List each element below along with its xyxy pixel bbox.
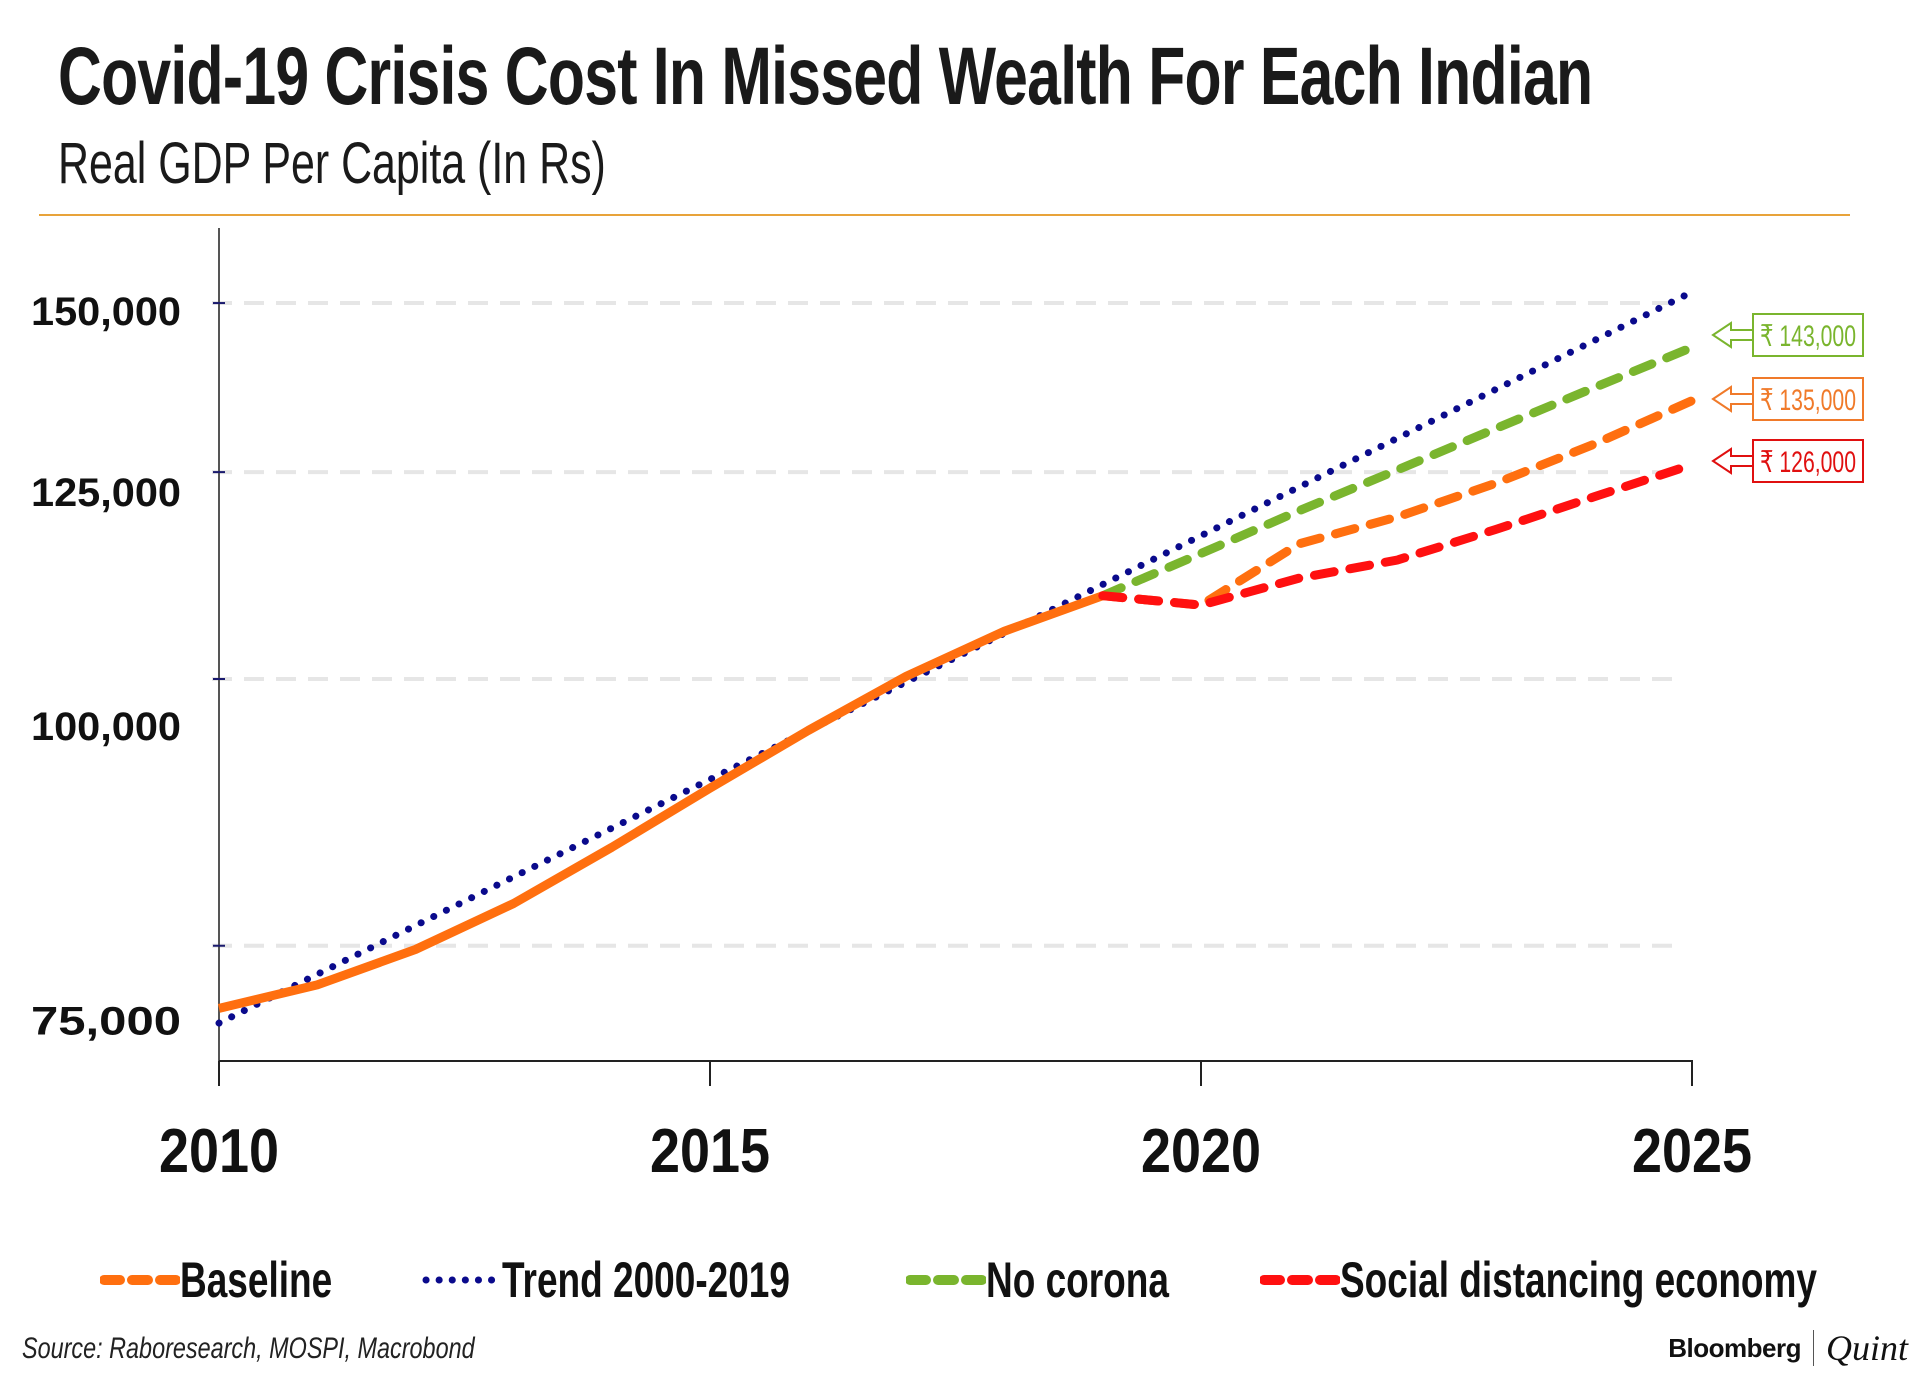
axes (218, 228, 1693, 1086)
callout-arrow-icon (1711, 385, 1754, 413)
data-point-baseline (413, 947, 417, 951)
data-point-social-distancing (1592, 495, 1596, 499)
brand-separator (1812, 1330, 1814, 1366)
data-point-social-distancing (1101, 594, 1105, 598)
data-point-no-corona (1395, 468, 1399, 472)
x-tick-label: 2015 (650, 1117, 770, 1186)
brand-bloomberg: Bloomberg (1668, 1332, 1801, 1363)
series-group (215, 288, 1697, 1027)
data-point-trend (217, 1021, 221, 1025)
data-point-baseline (1592, 442, 1596, 446)
legend-label-social-distancing: Social distancing economy (1340, 1252, 1818, 1308)
legend-label-no-corona: No corona (986, 1252, 1169, 1308)
data-point-baseline (512, 901, 516, 905)
data-point-baseline (708, 786, 712, 790)
gridlines (212, 301, 1680, 948)
legend-label-trend: Trend 2000-2019 (502, 1252, 790, 1308)
legend-swatch-trend (422, 1276, 502, 1284)
chart-subtitle: Real GDP Per Capita (In Rs) (58, 131, 606, 196)
callout-label: ₹ 135,000 (1760, 384, 1856, 417)
callout-no-corona: ₹ 143,000 (1711, 313, 1864, 357)
y-tick-label: 100,000 (31, 705, 181, 749)
legend-swatch-social-distancing (1260, 1275, 1340, 1285)
data-point-baseline (1395, 515, 1399, 519)
y-ticks: 150,000 125,000 100,000 75,000 (31, 290, 225, 1044)
callout-social-distancing: ₹ 126,000 (1711, 439, 1864, 483)
brand-quint: Quint (1825, 1328, 1908, 1368)
legend: Baseline Trend 2000-2019 No corona Socia… (0, 1252, 1920, 1308)
legend-item-baseline[interactable]: Baseline (100, 1252, 386, 1308)
legend-label-baseline: Baseline (180, 1252, 333, 1308)
callout-label: ₹ 143,000 (1760, 320, 1856, 353)
data-point-baseline (217, 1006, 221, 1010)
x-tick-label: 2020 (1141, 1117, 1261, 1186)
y-tick-label: 125,000 (31, 471, 181, 515)
data-point-baseline (1690, 399, 1694, 403)
series-line-baseline-actual (217, 591, 1105, 1013)
callouts: ₹ 143,000 ₹ 135,000 ₹ 126,000 (1711, 313, 1864, 483)
data-point-social-distancing (1199, 603, 1203, 607)
legend-swatch-baseline (100, 1275, 180, 1285)
x-ticks: 2010 2015 2020 2025 (159, 1061, 1752, 1186)
chart-title: Covid-19 Crisis Cost In Missed Wealth Fo… (58, 31, 1593, 122)
data-point-baseline (1494, 481, 1498, 485)
callout-arrow-icon (1711, 321, 1754, 349)
data-point-baseline (610, 845, 614, 849)
data-point-baseline (1003, 629, 1007, 633)
y-tick-label: 75,000 (31, 1000, 181, 1044)
x-tick-label: 2010 (159, 1117, 279, 1186)
data-point-no-corona (1592, 386, 1596, 390)
data-point-social-distancing (1690, 463, 1694, 467)
data-point-no-corona (1494, 427, 1498, 431)
data-point-baseline (1297, 542, 1301, 546)
x-tick-label: 2025 (1632, 1117, 1752, 1186)
legend-item-social-distancing[interactable]: Social distancing economy (1260, 1252, 1920, 1308)
callout-label: ₹ 126,000 (1760, 446, 1856, 479)
brand-logo: Bloomberg Quint (1668, 1328, 1908, 1368)
data-point-social-distancing (1395, 558, 1399, 562)
source-note: Source: Raboresearch, MOSPI, Macrobond (22, 1332, 475, 1365)
data-point-baseline (904, 674, 908, 678)
y-tick-label: 150,000 (31, 290, 181, 334)
data-point-trend (1690, 290, 1694, 294)
data-point-social-distancing (1494, 527, 1498, 531)
data-point-baseline (806, 728, 810, 732)
data-point-no-corona (1199, 551, 1203, 555)
legend-item-no-corona[interactable]: No corona (906, 1252, 1233, 1308)
series-line-baseline-forecast (1098, 396, 1697, 610)
data-point-social-distancing (1297, 576, 1301, 580)
legend-swatch-no-corona (906, 1275, 986, 1285)
callout-box (1752, 439, 1864, 483)
callout-box (1752, 377, 1864, 421)
callout-arrow-icon (1711, 447, 1754, 475)
callout-baseline: ₹ 135,000 (1711, 377, 1864, 421)
data-point-baseline (315, 983, 319, 987)
series-line-social-distancing (1098, 460, 1697, 610)
legend-item-trend[interactable]: Trend 2000-2019 (422, 1252, 891, 1308)
series-line-no-corona (1098, 342, 1697, 601)
data-point-no-corona (1690, 345, 1694, 349)
data-point-no-corona (1297, 509, 1301, 513)
title-divider (39, 214, 1850, 216)
series-line-trend (215, 288, 1696, 1027)
